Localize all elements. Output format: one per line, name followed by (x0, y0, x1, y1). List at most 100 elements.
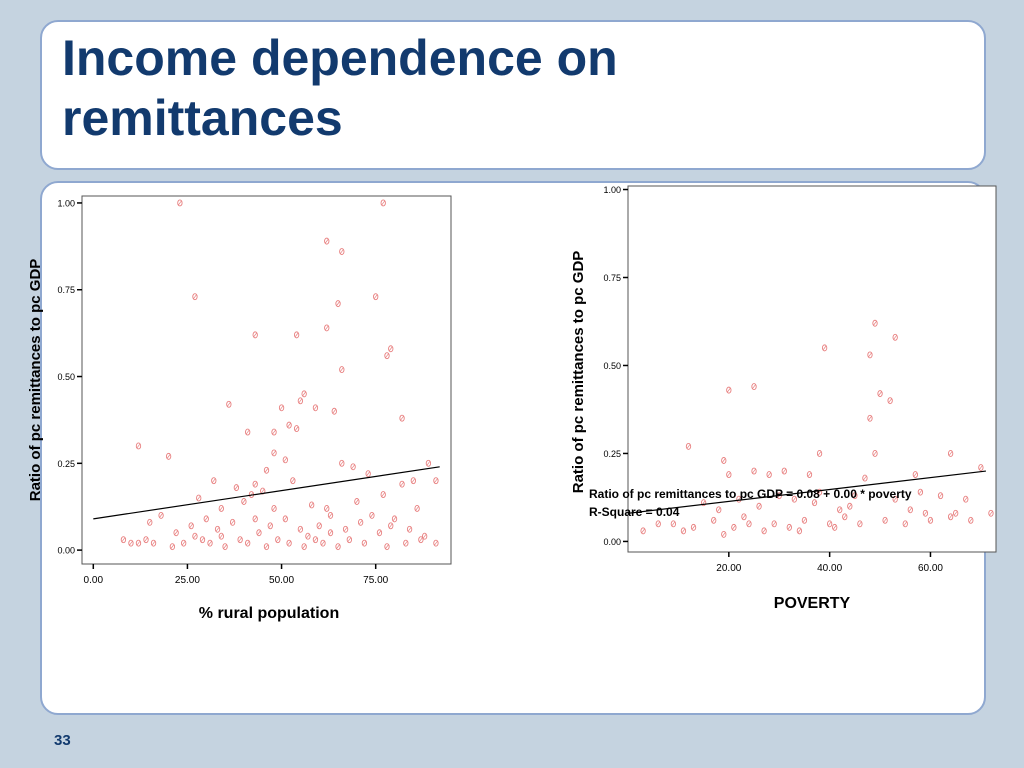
data-point (811, 499, 818, 507)
data-point (365, 470, 371, 478)
data-point (286, 539, 292, 547)
y-axis-title: Ratio of pc remittances to pc GDP (27, 259, 44, 502)
data-point (158, 511, 164, 519)
data-point (872, 319, 878, 327)
data-point (165, 452, 172, 460)
data-point (756, 502, 762, 510)
data-point (988, 509, 994, 517)
y-tick-label: 0.00 (603, 537, 621, 547)
data-point (218, 505, 224, 512)
data-point (312, 536, 319, 544)
data-point (882, 516, 888, 524)
data-point (867, 351, 873, 359)
data-point (947, 450, 954, 457)
data-point (147, 518, 153, 526)
data-point (218, 532, 224, 540)
data-point (781, 467, 787, 475)
data-point (877, 390, 883, 398)
data-point (410, 477, 416, 485)
data-point (342, 525, 349, 533)
data-point (290, 477, 296, 485)
data-point (339, 248, 345, 255)
data-point (361, 539, 368, 547)
y-axis-title: Ratio of pc remittances to pc GDP (570, 251, 587, 494)
y-tick-label: 0.75 (603, 273, 621, 283)
data-point (324, 237, 330, 245)
y-tick-label: 0.50 (603, 361, 621, 371)
data-point (680, 527, 687, 535)
slide-title-line-1: Income dependence on (62, 30, 618, 86)
data-point (120, 536, 127, 544)
axis-ticks: 0.00 0.25 0.50 0.75 1.00 20.00 40.00 60.00 (603, 185, 943, 574)
data-point (203, 515, 209, 523)
data-point (746, 520, 752, 528)
data-point (324, 505, 330, 512)
page-number: 33 (54, 732, 71, 749)
data-point (271, 428, 277, 436)
data-point (852, 492, 858, 500)
data-point (786, 523, 792, 531)
data-point (384, 352, 390, 360)
y-tick-label: 0.25 (57, 459, 75, 469)
data-point (346, 536, 352, 544)
data-point (229, 518, 236, 526)
data-point (275, 536, 281, 544)
data-point (135, 442, 142, 450)
data-point (953, 509, 959, 517)
data-point (312, 404, 319, 412)
x-tick-label: 25.00 (175, 575, 200, 586)
data-point (922, 509, 929, 517)
regression-equation-label: Ratio of pc remittances to pc GDP = 0.08… (589, 487, 912, 501)
data-point (226, 400, 232, 408)
data-point (267, 522, 273, 530)
data-point (912, 471, 918, 479)
data-point (716, 506, 722, 514)
data-point (433, 539, 439, 547)
data-point (801, 516, 808, 524)
data-point (331, 407, 337, 415)
data-point (421, 532, 428, 540)
data-point (233, 484, 240, 492)
data-point (297, 525, 304, 533)
data-point (339, 366, 345, 374)
data-point (771, 520, 777, 528)
data-point (327, 529, 334, 537)
data-points (640, 319, 994, 538)
data-point (222, 543, 228, 551)
data-point (263, 543, 270, 551)
data-point (282, 456, 288, 464)
data-point (867, 414, 873, 422)
data-point (399, 414, 405, 422)
data-point (252, 515, 258, 523)
data-point (388, 345, 394, 353)
axis-ticks: 0.00 0.25 0.50 0.75 1.00 0.00 25.00 50.00 75.00 (57, 198, 388, 586)
data-point (237, 536, 243, 544)
data-points (120, 199, 439, 551)
data-point (188, 522, 194, 530)
data-point (297, 397, 304, 405)
data-point (199, 536, 206, 544)
fit-line-group (627, 470, 986, 514)
data-point (892, 495, 898, 503)
data-point (751, 383, 757, 391)
x-tick-label: 50.00 (269, 575, 294, 586)
data-point (640, 527, 646, 535)
data-point (655, 520, 661, 528)
data-point (196, 494, 202, 502)
data-point (256, 529, 262, 537)
data-point (418, 536, 424, 544)
data-point (842, 513, 848, 521)
data-point (282, 515, 288, 523)
data-point (373, 293, 379, 301)
x-axis-title: % rural population (199, 605, 339, 622)
data-point (357, 518, 364, 526)
y-tick-label: 0.50 (57, 372, 75, 382)
data-point (177, 199, 183, 207)
data-point (309, 501, 315, 509)
data-point (399, 480, 405, 488)
slide-title-line-2: remittances (62, 90, 343, 146)
data-point (271, 505, 277, 512)
data-point (837, 506, 843, 514)
data-point (741, 513, 747, 521)
